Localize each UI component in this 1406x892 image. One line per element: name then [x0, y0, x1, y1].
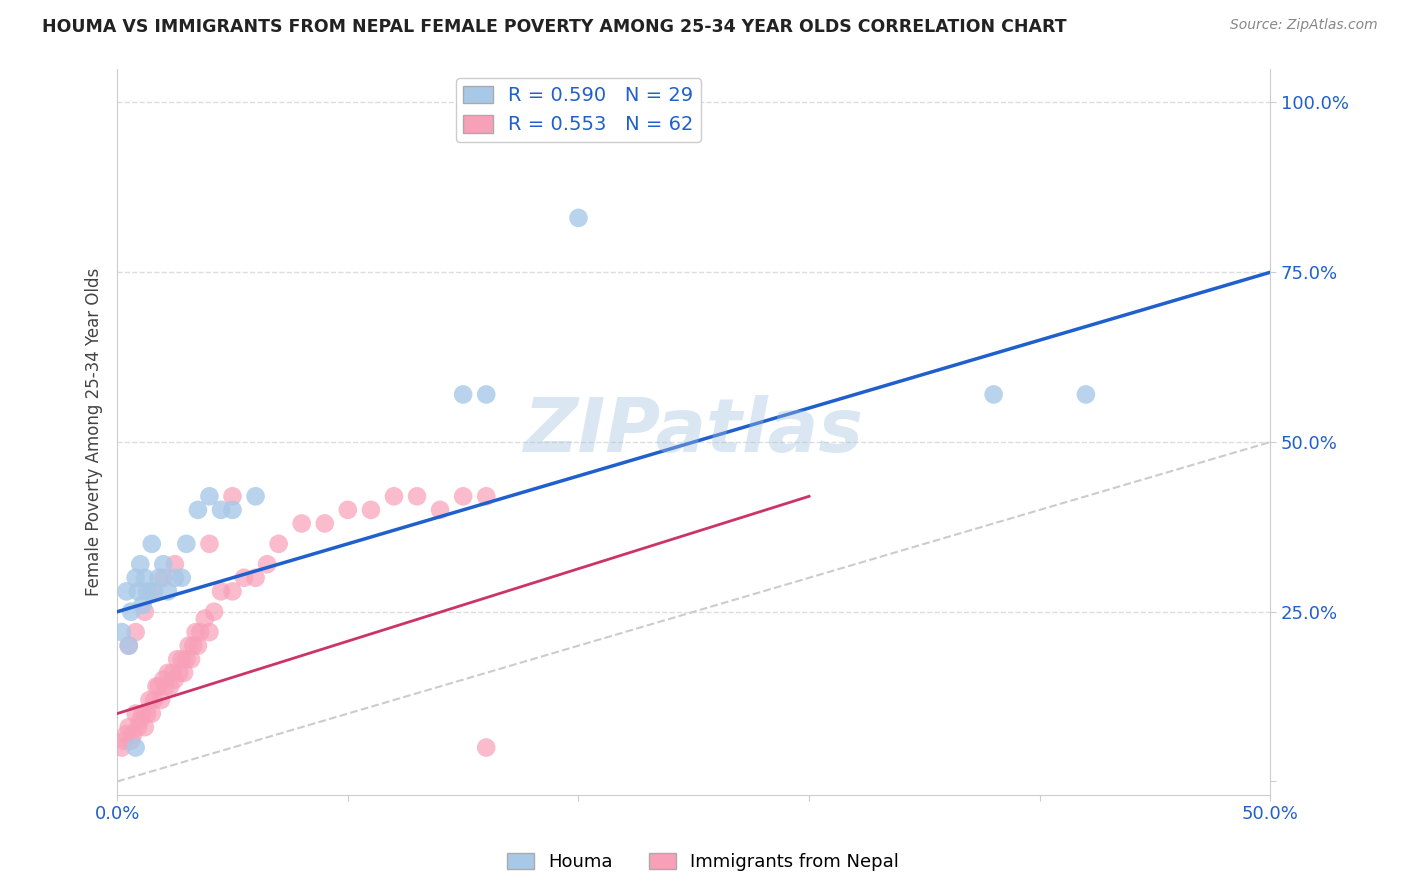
- Point: [152, 571, 174, 585]
- Point: [150, 693, 173, 707]
- Point: [173, 665, 195, 680]
- Point: [198, 489, 221, 503]
- Legend: R = 0.590   N = 29, R = 0.553   N = 62: R = 0.590 N = 29, R = 0.553 N = 62: [456, 78, 702, 142]
- Point: [267, 537, 290, 551]
- Point: [129, 558, 152, 572]
- Point: [129, 714, 152, 728]
- Point: [127, 720, 149, 734]
- Point: [169, 665, 191, 680]
- Point: [221, 489, 243, 503]
- Point: [134, 571, 156, 585]
- Point: [187, 503, 209, 517]
- Point: [145, 680, 167, 694]
- Point: [156, 665, 179, 680]
- Point: [198, 537, 221, 551]
- Point: [136, 584, 159, 599]
- Point: [159, 680, 181, 694]
- Point: [148, 571, 170, 585]
- Point: [451, 489, 474, 503]
- Point: [111, 625, 134, 640]
- Point: [360, 503, 382, 517]
- Point: [115, 727, 138, 741]
- Point: [152, 558, 174, 572]
- Point: [180, 652, 202, 666]
- Point: [166, 652, 188, 666]
- Point: [177, 639, 200, 653]
- Point: [245, 571, 267, 585]
- Point: [118, 720, 141, 734]
- Point: [429, 503, 451, 517]
- Point: [152, 673, 174, 687]
- Point: [141, 706, 163, 721]
- Legend: Houma, Immigrants from Nepal: Houma, Immigrants from Nepal: [499, 846, 907, 879]
- Point: [141, 584, 163, 599]
- Point: [567, 211, 589, 225]
- Point: [170, 652, 193, 666]
- Point: [1074, 387, 1097, 401]
- Point: [124, 571, 146, 585]
- Point: [187, 639, 209, 653]
- Point: [291, 516, 314, 531]
- Point: [245, 489, 267, 503]
- Point: [156, 584, 179, 599]
- Point: [475, 489, 498, 503]
- Point: [138, 693, 160, 707]
- Point: [143, 584, 166, 599]
- Point: [170, 571, 193, 585]
- Point: [451, 387, 474, 401]
- Text: ZIPatlas: ZIPatlas: [524, 395, 863, 468]
- Point: [983, 387, 1005, 401]
- Point: [118, 639, 141, 653]
- Point: [124, 706, 146, 721]
- Point: [131, 706, 153, 721]
- Point: [163, 558, 186, 572]
- Point: [176, 652, 198, 666]
- Point: [118, 639, 141, 653]
- Point: [134, 605, 156, 619]
- Point: [143, 693, 166, 707]
- Point: [221, 584, 243, 599]
- Point: [141, 537, 163, 551]
- Point: [120, 733, 142, 747]
- Text: HOUMA VS IMMIGRANTS FROM NEPAL FEMALE POVERTY AMONG 25-34 YEAR OLDS CORRELATION : HOUMA VS IMMIGRANTS FROM NEPAL FEMALE PO…: [42, 18, 1067, 36]
- Point: [181, 639, 204, 653]
- Point: [188, 625, 211, 640]
- Point: [112, 733, 135, 747]
- Point: [124, 740, 146, 755]
- Point: [314, 516, 336, 531]
- Point: [163, 673, 186, 687]
- Point: [209, 503, 232, 517]
- Y-axis label: Female Poverty Among 25-34 Year Olds: Female Poverty Among 25-34 Year Olds: [86, 268, 103, 596]
- Point: [475, 740, 498, 755]
- Point: [202, 605, 225, 619]
- Point: [111, 740, 134, 755]
- Point: [136, 706, 159, 721]
- Point: [382, 489, 405, 503]
- Point: [176, 537, 198, 551]
- Point: [198, 625, 221, 640]
- Point: [122, 727, 145, 741]
- Text: Source: ZipAtlas.com: Source: ZipAtlas.com: [1230, 18, 1378, 32]
- Point: [256, 558, 278, 572]
- Point: [336, 503, 359, 517]
- Point: [131, 598, 153, 612]
- Point: [134, 720, 156, 734]
- Point: [233, 571, 256, 585]
- Point: [406, 489, 429, 503]
- Point: [163, 571, 186, 585]
- Point: [124, 625, 146, 640]
- Point: [209, 584, 232, 599]
- Point: [155, 680, 177, 694]
- Point: [148, 680, 170, 694]
- Point: [120, 605, 142, 619]
- Point: [221, 503, 243, 517]
- Point: [475, 387, 498, 401]
- Point: [127, 584, 149, 599]
- Point: [194, 611, 217, 625]
- Point: [115, 584, 138, 599]
- Point: [162, 665, 184, 680]
- Point: [184, 625, 207, 640]
